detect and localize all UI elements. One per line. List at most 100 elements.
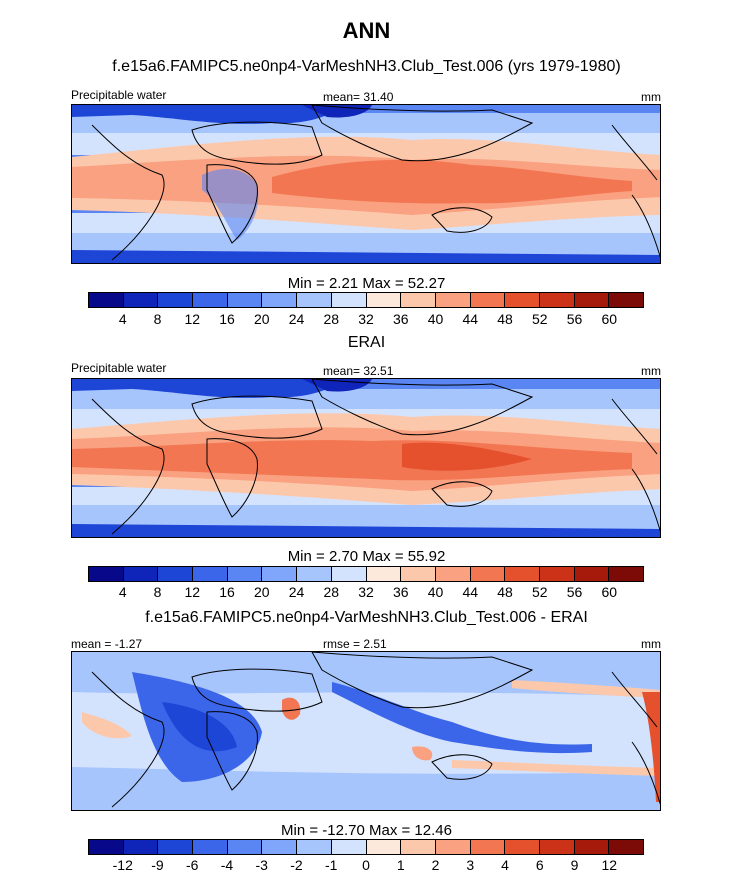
colorbar-box [539, 567, 575, 581]
colorbar-tick-label: 4 [118, 584, 127, 600]
colorbar-box [366, 840, 402, 854]
colorbar-box [227, 567, 263, 581]
colorbar-box [435, 567, 471, 581]
colorbar-tick-label: 48 [497, 584, 513, 600]
colorbar-box [401, 840, 436, 854]
colorbar-box [193, 567, 228, 581]
colorbar-tick-label: 20 [253, 584, 270, 600]
colorbar-box [89, 567, 124, 581]
colorbar-tick-label: -12 [112, 857, 133, 873]
colorbar-tick-label: -2 [290, 857, 303, 873]
colorbar-tick-label: 44 [462, 311, 479, 327]
colorbar-box [89, 293, 124, 307]
colorbar-tick-label: 28 [323, 584, 340, 600]
colorbar-tick-label: 32 [358, 584, 374, 600]
colorbar-box [297, 293, 332, 307]
colorbar-box [123, 840, 159, 854]
panel-2-colorbar [88, 566, 644, 582]
colorbar-tick-label: 6 [535, 857, 544, 873]
panel-1-map [71, 104, 661, 264]
colorbar-tick-label: 9 [570, 857, 579, 873]
panel-3-colorbar-ticks: -12 -9 -6 -4 -3 -2 -1 0 1 2 3 4 6 9 12 [88, 857, 644, 875]
colorbar-tick-label: 52 [531, 311, 548, 327]
colorbar-box [331, 840, 367, 854]
colorbar-tick-label: 44 [462, 584, 479, 600]
panel-3-field [72, 652, 660, 810]
colorbar-tick-label: 4 [118, 311, 127, 327]
colorbar-tick-label: 1 [396, 857, 405, 873]
colorbar-box [123, 567, 159, 581]
colorbar-tick-label: -6 [186, 857, 199, 873]
colorbar-box [401, 293, 436, 307]
colorbar-tick-label: 48 [497, 311, 513, 327]
panel-2-map [71, 378, 661, 538]
colorbar-tick-label: 12 [184, 584, 201, 600]
panel-1-units-label: mm [641, 90, 661, 104]
colorbar-box [505, 567, 540, 581]
colorbar-box [435, 293, 471, 307]
colorbar-box [158, 293, 194, 307]
colorbar-tick-label: 36 [392, 311, 409, 327]
panel-2-min-max: Min = 2.70 Max = 55.92 [287, 548, 446, 565]
colorbar-box [505, 293, 540, 307]
panel-3-mean-label: mean = -1.27 [71, 637, 143, 651]
colorbar-tick-label: -1 [325, 857, 338, 873]
colorbar-tick-label: 8 [153, 584, 162, 600]
colorbar-box [539, 840, 575, 854]
colorbar-box [262, 567, 298, 581]
panel-2-field [72, 379, 660, 537]
colorbar-box [366, 567, 402, 581]
colorbar-box [262, 293, 298, 307]
colorbar-box [470, 840, 506, 854]
panel-2-mean-label: mean= 32.51 [323, 364, 394, 378]
panel-3-units-label: mm [641, 637, 661, 651]
colorbar-tick-label: -9 [151, 857, 164, 873]
panel-2-colorbar-ticks: 4 8 12 16 20 24 28 32 36 40 44 48 52 56 60 [88, 584, 644, 602]
colorbar-box [193, 293, 228, 307]
colorbar-box [609, 567, 643, 581]
colorbar-box [470, 567, 506, 581]
colorbar-box [505, 840, 540, 854]
colorbar-tick-label: 60 [601, 584, 618, 600]
colorbar-tick-label: 20 [253, 311, 270, 327]
colorbar-box [123, 293, 159, 307]
colorbar-tick-label: 4 [501, 857, 509, 873]
panel-1-mean-label: mean= 31.40 [323, 90, 394, 104]
panel-2-title: ERAI [347, 334, 386, 351]
colorbar-tick-label: 3 [466, 857, 475, 873]
panel-2-variable-label: Precipitable water [71, 361, 167, 375]
colorbar-box [366, 293, 402, 307]
panel-1-field [72, 105, 660, 263]
panel-1-colorbar [88, 292, 644, 308]
colorbar-box [297, 567, 332, 581]
colorbar-box [331, 293, 367, 307]
colorbar-tick-label: 28 [323, 311, 340, 327]
colorbar-box [609, 293, 643, 307]
colorbar-box [89, 840, 124, 854]
panel-1-min-max: Min = 2.21 Max = 52.27 [287, 275, 446, 292]
colorbar-tick-label: 2 [431, 857, 440, 873]
colorbar-tick-label: 60 [601, 311, 618, 327]
panel-3-min-max: Min = -12.70 Max = 12.46 [281, 822, 452, 839]
colorbar-tick-label: 36 [392, 584, 409, 600]
colorbar-tick-label: 32 [358, 311, 374, 327]
colorbar-tick-label: 52 [531, 584, 548, 600]
figure-title: ANN [342, 18, 391, 43]
panel-1-colorbar-ticks: 4 8 12 16 20 24 28 32 36 40 44 48 52 56 60 [88, 311, 644, 329]
colorbar-box [470, 293, 506, 307]
colorbar-box [435, 840, 471, 854]
colorbar-tick-label: 12 [601, 857, 618, 873]
colorbar-box [574, 840, 610, 854]
colorbar-box [227, 293, 263, 307]
colorbar-tick-label: 8 [153, 311, 162, 327]
colorbar-box [158, 840, 194, 854]
colorbar-tick-label: 16 [219, 584, 235, 600]
colorbar-box [609, 840, 643, 854]
panel-3-title: f.e15a6.FAMIPC5.ne0np4-VarMeshNH3.Club_T… [145, 609, 588, 626]
colorbar-box [158, 567, 194, 581]
colorbar-tick-label: 56 [566, 584, 583, 600]
colorbar-box [227, 840, 263, 854]
colorbar-box [539, 293, 575, 307]
colorbar-box [297, 840, 332, 854]
colorbar-tick-label: 24 [288, 311, 305, 327]
